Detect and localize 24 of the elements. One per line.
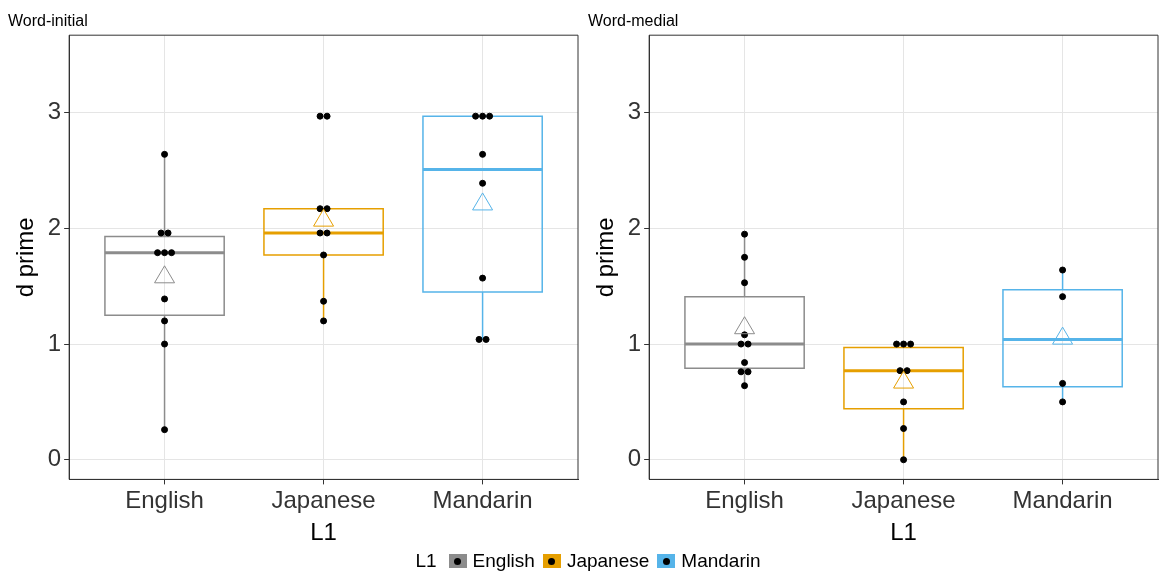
x-tick-label: Japanese bbox=[271, 486, 376, 514]
x-tick-label: English bbox=[705, 486, 784, 514]
x-axis-title: L1 bbox=[890, 518, 917, 546]
chart-title: Word-initial bbox=[8, 12, 88, 30]
legend-label: Japanese bbox=[566, 550, 650, 572]
x-tick-label: Japanese bbox=[851, 486, 956, 514]
legend-label: English bbox=[472, 550, 535, 572]
y-tick-label: 1 bbox=[47, 328, 62, 356]
chart-title: Word-medial bbox=[588, 12, 679, 30]
x-tick-label: Mandarin bbox=[1012, 486, 1113, 514]
x-axis-title: L1 bbox=[310, 518, 337, 546]
y-axis-title: d prime bbox=[591, 217, 619, 298]
y-tick-label: 3 bbox=[627, 97, 642, 125]
x-tick-label: English bbox=[125, 486, 204, 514]
y-tick-label: 0 bbox=[47, 444, 62, 472]
y-tick-label: 0 bbox=[627, 444, 642, 472]
legend-title: L1 bbox=[415, 550, 437, 572]
y-tick-label: 2 bbox=[627, 213, 642, 241]
y-tick-label: 3 bbox=[47, 97, 62, 125]
y-tick-label: 1 bbox=[627, 328, 642, 356]
x-tick-label: Mandarin bbox=[432, 486, 533, 514]
y-tick-label: 2 bbox=[47, 213, 62, 241]
legend-label: Mandarin bbox=[681, 550, 761, 572]
y-axis-title: d prime bbox=[11, 217, 39, 298]
